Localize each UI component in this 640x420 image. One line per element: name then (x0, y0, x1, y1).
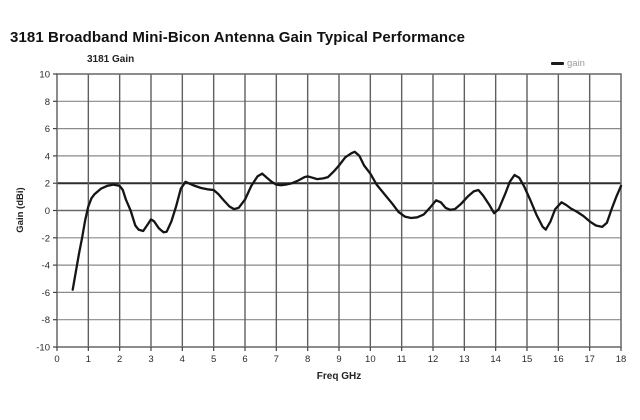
gain-curve (71, 150, 623, 291)
x-tick-label: 0 (54, 354, 59, 365)
x-tick-label: 14 (490, 354, 501, 365)
x-axis-title: Freq GHz (316, 371, 362, 382)
x-tick-label: 10 (365, 354, 376, 365)
x-tick-label: 13 (459, 354, 470, 365)
x-tick-label: 6 (242, 354, 247, 365)
x-tick-label: 2 (117, 354, 122, 365)
y-tick-label: 8 (45, 97, 50, 108)
x-tick-label: 8 (305, 354, 310, 365)
y-tick-label: 10 (39, 70, 50, 81)
legend-line-icon (551, 62, 564, 65)
y-tick-label: 2 (45, 179, 50, 190)
y-tick-label: -2 (42, 233, 50, 244)
legend-label: gain (567, 58, 585, 69)
x-tick-label: 7 (274, 354, 279, 365)
x-tick-label: 3 (148, 354, 153, 365)
x-tick-label: 18 (616, 354, 627, 365)
x-tick-label: 4 (180, 354, 185, 365)
x-tick-label: 16 (553, 354, 564, 365)
x-tick-label: 12 (428, 354, 439, 365)
y-tick-label: 6 (45, 124, 50, 135)
x-tick-label: 1 (86, 354, 91, 365)
x-tick-label: 15 (522, 354, 533, 365)
y-tick-label: -4 (42, 261, 50, 272)
x-tick-label: 9 (336, 354, 341, 365)
x-tick-label: 5 (211, 354, 216, 365)
chart-title: 3181 Gain (87, 54, 135, 65)
page-title: 3181 Broadband Mini-Bicon Antenna Gain T… (10, 29, 466, 46)
y-tick-label: 0 (45, 206, 50, 217)
y-tick-label: -10 (36, 343, 50, 354)
x-tick-label: 17 (584, 354, 595, 365)
y-tick-label: -6 (42, 288, 50, 299)
y-tick-label: -8 (42, 315, 50, 326)
x-tick-label: 11 (397, 354, 407, 365)
y-tick-label: 4 (45, 151, 50, 162)
legend: gain (551, 58, 585, 69)
